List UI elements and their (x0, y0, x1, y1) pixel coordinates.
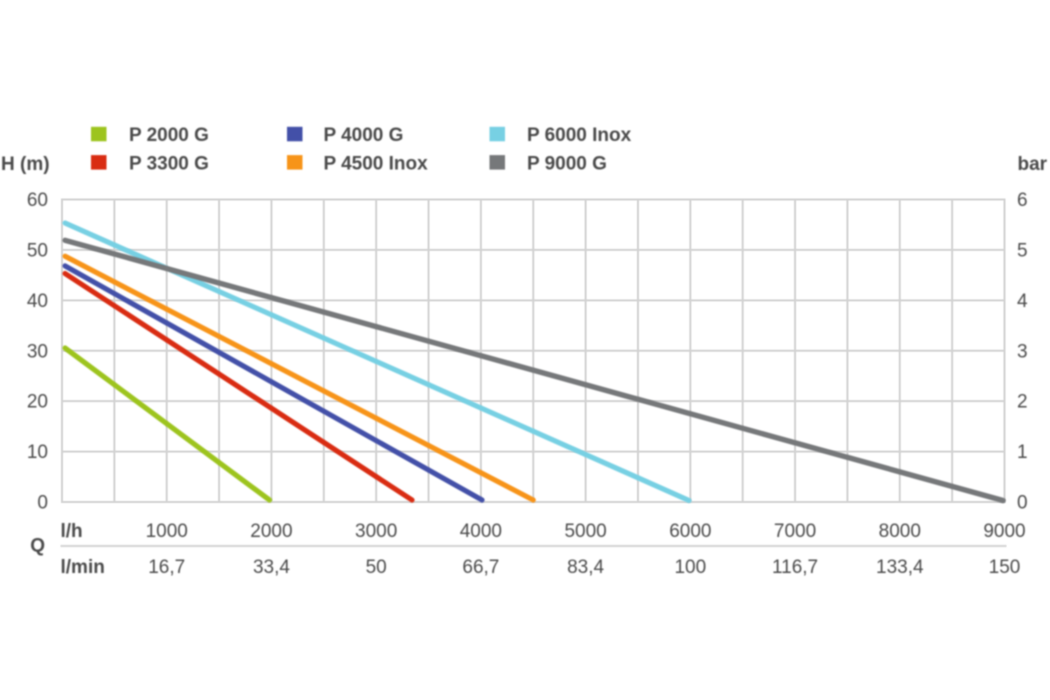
svg-text:P 2000 G: P 2000 G (129, 125, 209, 146)
svg-text:P 9000 G: P 9000 G (527, 154, 607, 175)
svg-text:33,4: 33,4 (253, 557, 290, 578)
svg-text:50: 50 (27, 240, 48, 261)
svg-text:Q: Q (30, 536, 45, 557)
svg-text:4000: 4000 (460, 521, 502, 542)
svg-text:l/h: l/h (61, 521, 83, 542)
svg-text:133,4: 133,4 (876, 557, 924, 578)
svg-text:P 4000 G: P 4000 G (324, 125, 404, 146)
svg-text:60: 60 (27, 190, 48, 211)
svg-text:8000: 8000 (879, 521, 921, 542)
svg-text:83,4: 83,4 (567, 557, 604, 578)
svg-text:6000: 6000 (669, 521, 711, 542)
svg-text:7000: 7000 (774, 521, 816, 542)
svg-text:30: 30 (27, 341, 48, 362)
svg-text:6: 6 (1017, 190, 1028, 211)
svg-text:50: 50 (366, 557, 387, 578)
svg-text:116,7: 116,7 (772, 557, 818, 578)
svg-text:66,7: 66,7 (462, 557, 499, 578)
svg-text:20: 20 (27, 392, 48, 413)
svg-text:4: 4 (1017, 291, 1028, 312)
svg-text:0: 0 (37, 493, 48, 514)
svg-text:2: 2 (1017, 392, 1028, 413)
svg-text:H (m): H (m) (1, 154, 50, 175)
svg-text:5000: 5000 (564, 521, 606, 542)
svg-text:P 3300 G: P 3300 G (129, 154, 209, 175)
svg-text:1: 1 (1017, 442, 1028, 463)
svg-text:10: 10 (27, 442, 48, 463)
svg-text:2000: 2000 (250, 521, 292, 542)
svg-text:0: 0 (1017, 493, 1028, 514)
svg-text:40: 40 (27, 291, 48, 312)
svg-text:100: 100 (674, 557, 706, 578)
svg-text:bar: bar (1018, 154, 1048, 175)
svg-text:5: 5 (1017, 240, 1028, 261)
svg-text:150: 150 (989, 557, 1021, 578)
svg-text:9000: 9000 (983, 521, 1025, 542)
svg-text:3000: 3000 (355, 521, 397, 542)
svg-text:1000: 1000 (146, 521, 188, 542)
svg-text:l/min: l/min (61, 557, 105, 578)
svg-text:P 6000 Inox: P 6000 Inox (527, 125, 632, 146)
svg-text:16,7: 16,7 (148, 557, 185, 578)
svg-text:3: 3 (1017, 341, 1028, 362)
svg-text:P 4500 Inox: P 4500 Inox (324, 154, 429, 175)
